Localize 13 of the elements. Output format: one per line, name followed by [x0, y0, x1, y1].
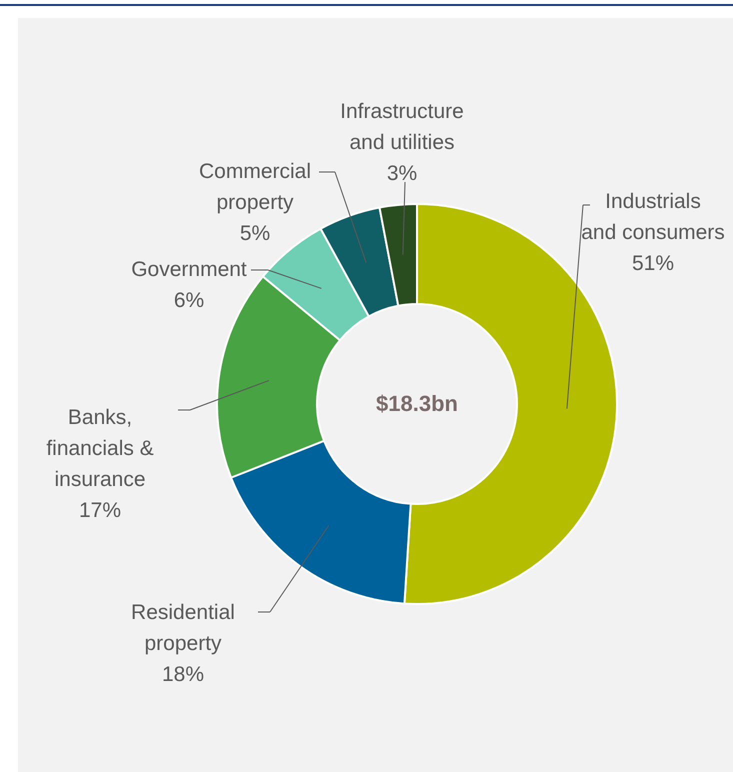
- slice-label: Residential property: [131, 601, 235, 655]
- data-label: 6%: [174, 289, 204, 312]
- text: $18.3bn: [376, 391, 458, 416]
- data-label: 17%: [78, 499, 122, 522]
- slice-label: Banks, financials & insurance: [46, 406, 154, 491]
- slice-label: Infrastructure and utilities: [340, 100, 464, 154]
- slice-label: Industrials and consumers: [581, 190, 725, 244]
- data-label: 51%: [632, 252, 674, 275]
- data-label: 3%: [386, 162, 418, 185]
- data-label: 5%: [240, 222, 270, 245]
- data-label: 18%: [162, 663, 204, 686]
- slice-label: Commercial property: [198, 160, 312, 214]
- slice-label: Government: [131, 258, 247, 281]
